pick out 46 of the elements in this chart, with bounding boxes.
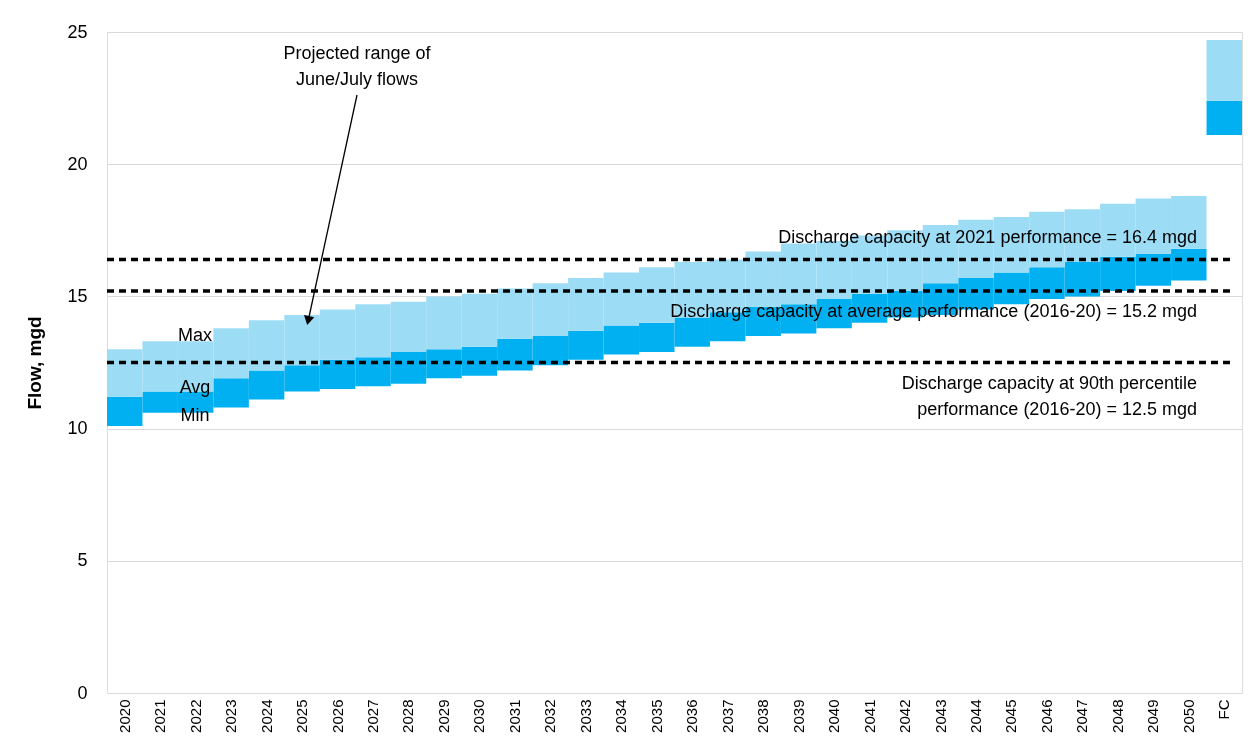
y-tick-label: 0 xyxy=(77,682,88,703)
x-tick-label: 2044 xyxy=(966,699,984,733)
x-tick-label: 2021 xyxy=(151,699,169,733)
x-tick-label: 2023 xyxy=(222,699,240,733)
y-tick-label: 20 xyxy=(67,153,88,174)
ref-line-label: Discharge capacity at 90th percentile performance (2016-20) = 12.5 mgd xyxy=(901,372,1197,419)
y-tick-label: 10 xyxy=(67,418,88,439)
x-tick-label: 2040 xyxy=(825,699,843,733)
x-tick-label: 2035 xyxy=(647,699,665,733)
ref-line-label: Discharge capacity at 2021 performance = 16.4 mgd xyxy=(778,227,1197,248)
y-tick-label: 15 xyxy=(67,285,88,306)
annotation: Avg xyxy=(179,377,211,397)
x-tick-label: 2028 xyxy=(399,699,417,733)
x-tick-label: 2038 xyxy=(754,699,772,733)
x-tick-label: 2025 xyxy=(293,699,311,733)
annotation: Max xyxy=(177,325,213,345)
bar xyxy=(1206,39,1242,101)
annotation: Projected range of June/July flows xyxy=(283,43,432,89)
x-tick-label: 2039 xyxy=(789,699,807,733)
x-tick-label: 2048 xyxy=(1108,699,1126,733)
x-tick-label: FC xyxy=(1215,699,1233,720)
x-tick-label: 2022 xyxy=(186,699,204,733)
y-tick-label: 5 xyxy=(77,550,88,571)
x-tick-label: 2020 xyxy=(115,699,133,733)
x-tick-label: 2027 xyxy=(364,699,382,733)
x-tick-label: 2047 xyxy=(1073,699,1091,733)
bar xyxy=(1206,100,1242,136)
x-tick-label: 2030 xyxy=(470,699,488,733)
x-tick-label: 2049 xyxy=(1144,699,1162,733)
y-tick-label: 25 xyxy=(67,21,88,42)
x-tick-label: 2037 xyxy=(718,699,736,733)
x-tick-label: 2033 xyxy=(576,699,594,733)
x-tick-label: 2024 xyxy=(257,699,275,733)
x-tick-label: 2046 xyxy=(1037,699,1055,733)
x-tick-label: 2026 xyxy=(328,699,346,733)
x-tick-label: 2029 xyxy=(434,699,452,733)
x-tick-label: 2043 xyxy=(931,699,949,733)
x-tick-label: 2032 xyxy=(541,699,559,733)
x-tick-label: 2045 xyxy=(1002,699,1020,733)
x-tick-label: 2031 xyxy=(505,699,523,733)
x-tick-label: 2034 xyxy=(612,699,630,733)
x-tick-label: 2042 xyxy=(896,699,914,733)
x-tick-label: 2050 xyxy=(1179,699,1197,733)
y-axis-title: Flow, mgd xyxy=(24,316,46,410)
x-tick-label: 2036 xyxy=(683,699,701,733)
x-tick-label: 2041 xyxy=(860,699,878,733)
